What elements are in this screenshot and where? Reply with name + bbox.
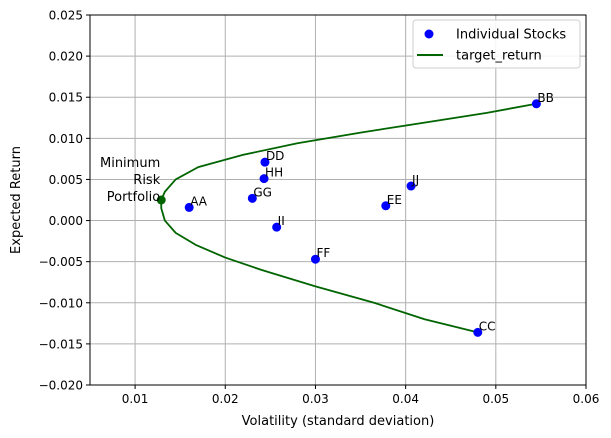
- stock-label-jj: JJ: [411, 173, 419, 187]
- stock-label-ee: EE: [387, 193, 402, 207]
- stock-label-cc: CC: [479, 319, 496, 333]
- y-tick-label: −0.020: [39, 379, 83, 393]
- stock-point-ii: [272, 222, 282, 232]
- legend-label-frontier: target_return: [456, 49, 542, 64]
- stock-point-aa: [184, 202, 194, 212]
- stock-label-gg: GG: [253, 185, 272, 199]
- legend-marker-stocks: [424, 29, 434, 39]
- stock-label-dd: DD: [266, 149, 284, 163]
- stock-points-layer: [184, 99, 541, 337]
- x-axis-ticks: 0.01 0.02 0.03 0.04 0.05 0.06: [122, 385, 600, 406]
- min-risk-label-line: Risk: [133, 173, 160, 188]
- stock-label-hh: HH: [265, 166, 283, 180]
- x-tick-label: 0.02: [212, 392, 239, 406]
- stock-point-dd: [260, 157, 270, 167]
- y-tick-label: −0.005: [39, 255, 83, 269]
- y-tick-label: −0.015: [39, 337, 83, 351]
- stock-point-jj: [406, 181, 416, 191]
- stock-point-gg: [247, 193, 257, 203]
- min-risk-label-line: Minimum: [100, 156, 160, 171]
- y-tick-label: −0.010: [39, 296, 83, 310]
- stock-label-aa: AA: [190, 194, 208, 208]
- y-tick-label: 0.015: [49, 91, 83, 105]
- x-tick-label: 0.03: [302, 392, 329, 406]
- plot-frame: [89, 14, 587, 386]
- legend: Individual Stocks target_return: [412, 19, 581, 69]
- stock-labels-layer: AA BB CC DD EE FF GG HH II JJ: [190, 91, 554, 334]
- stock-label-bb: BB: [537, 91, 553, 105]
- y-axis-label: Expected Return: [9, 146, 24, 254]
- legend-label-stocks: Individual Stocks: [456, 28, 566, 43]
- min-risk-label-line: Portfolio: [107, 190, 161, 205]
- stock-point-ee: [381, 201, 391, 211]
- stock-label-ff: FF: [316, 246, 330, 260]
- y-tick-label: 0.010: [49, 132, 83, 146]
- stock-point-ff: [310, 254, 320, 264]
- stock-point-hh: [259, 174, 269, 184]
- y-tick-label: 0.025: [49, 9, 83, 23]
- x-tick-label: 0.06: [573, 392, 600, 406]
- x-tick-label: 0.01: [122, 392, 149, 406]
- min-risk-layer: Minimum Risk Portfolio: [100, 156, 166, 205]
- y-tick-label: 0.005: [49, 173, 83, 187]
- y-tick-label: 0.000: [49, 214, 83, 228]
- min-risk-point: [156, 195, 166, 205]
- y-axis-ticks: −0.020 −0.015 −0.010 −0.005 0.000 0.005 0.010 0…: [39, 9, 90, 393]
- y-tick-label: 0.020: [49, 50, 83, 64]
- stock-label-ii: II: [278, 214, 285, 228]
- x-tick-label: 0.05: [482, 392, 509, 406]
- stock-point-cc: [473, 327, 483, 337]
- x-tick-label: 0.04: [392, 392, 419, 406]
- x-axis-label: Volatility (standard deviation): [242, 414, 435, 429]
- stock-point-bb: [531, 99, 541, 109]
